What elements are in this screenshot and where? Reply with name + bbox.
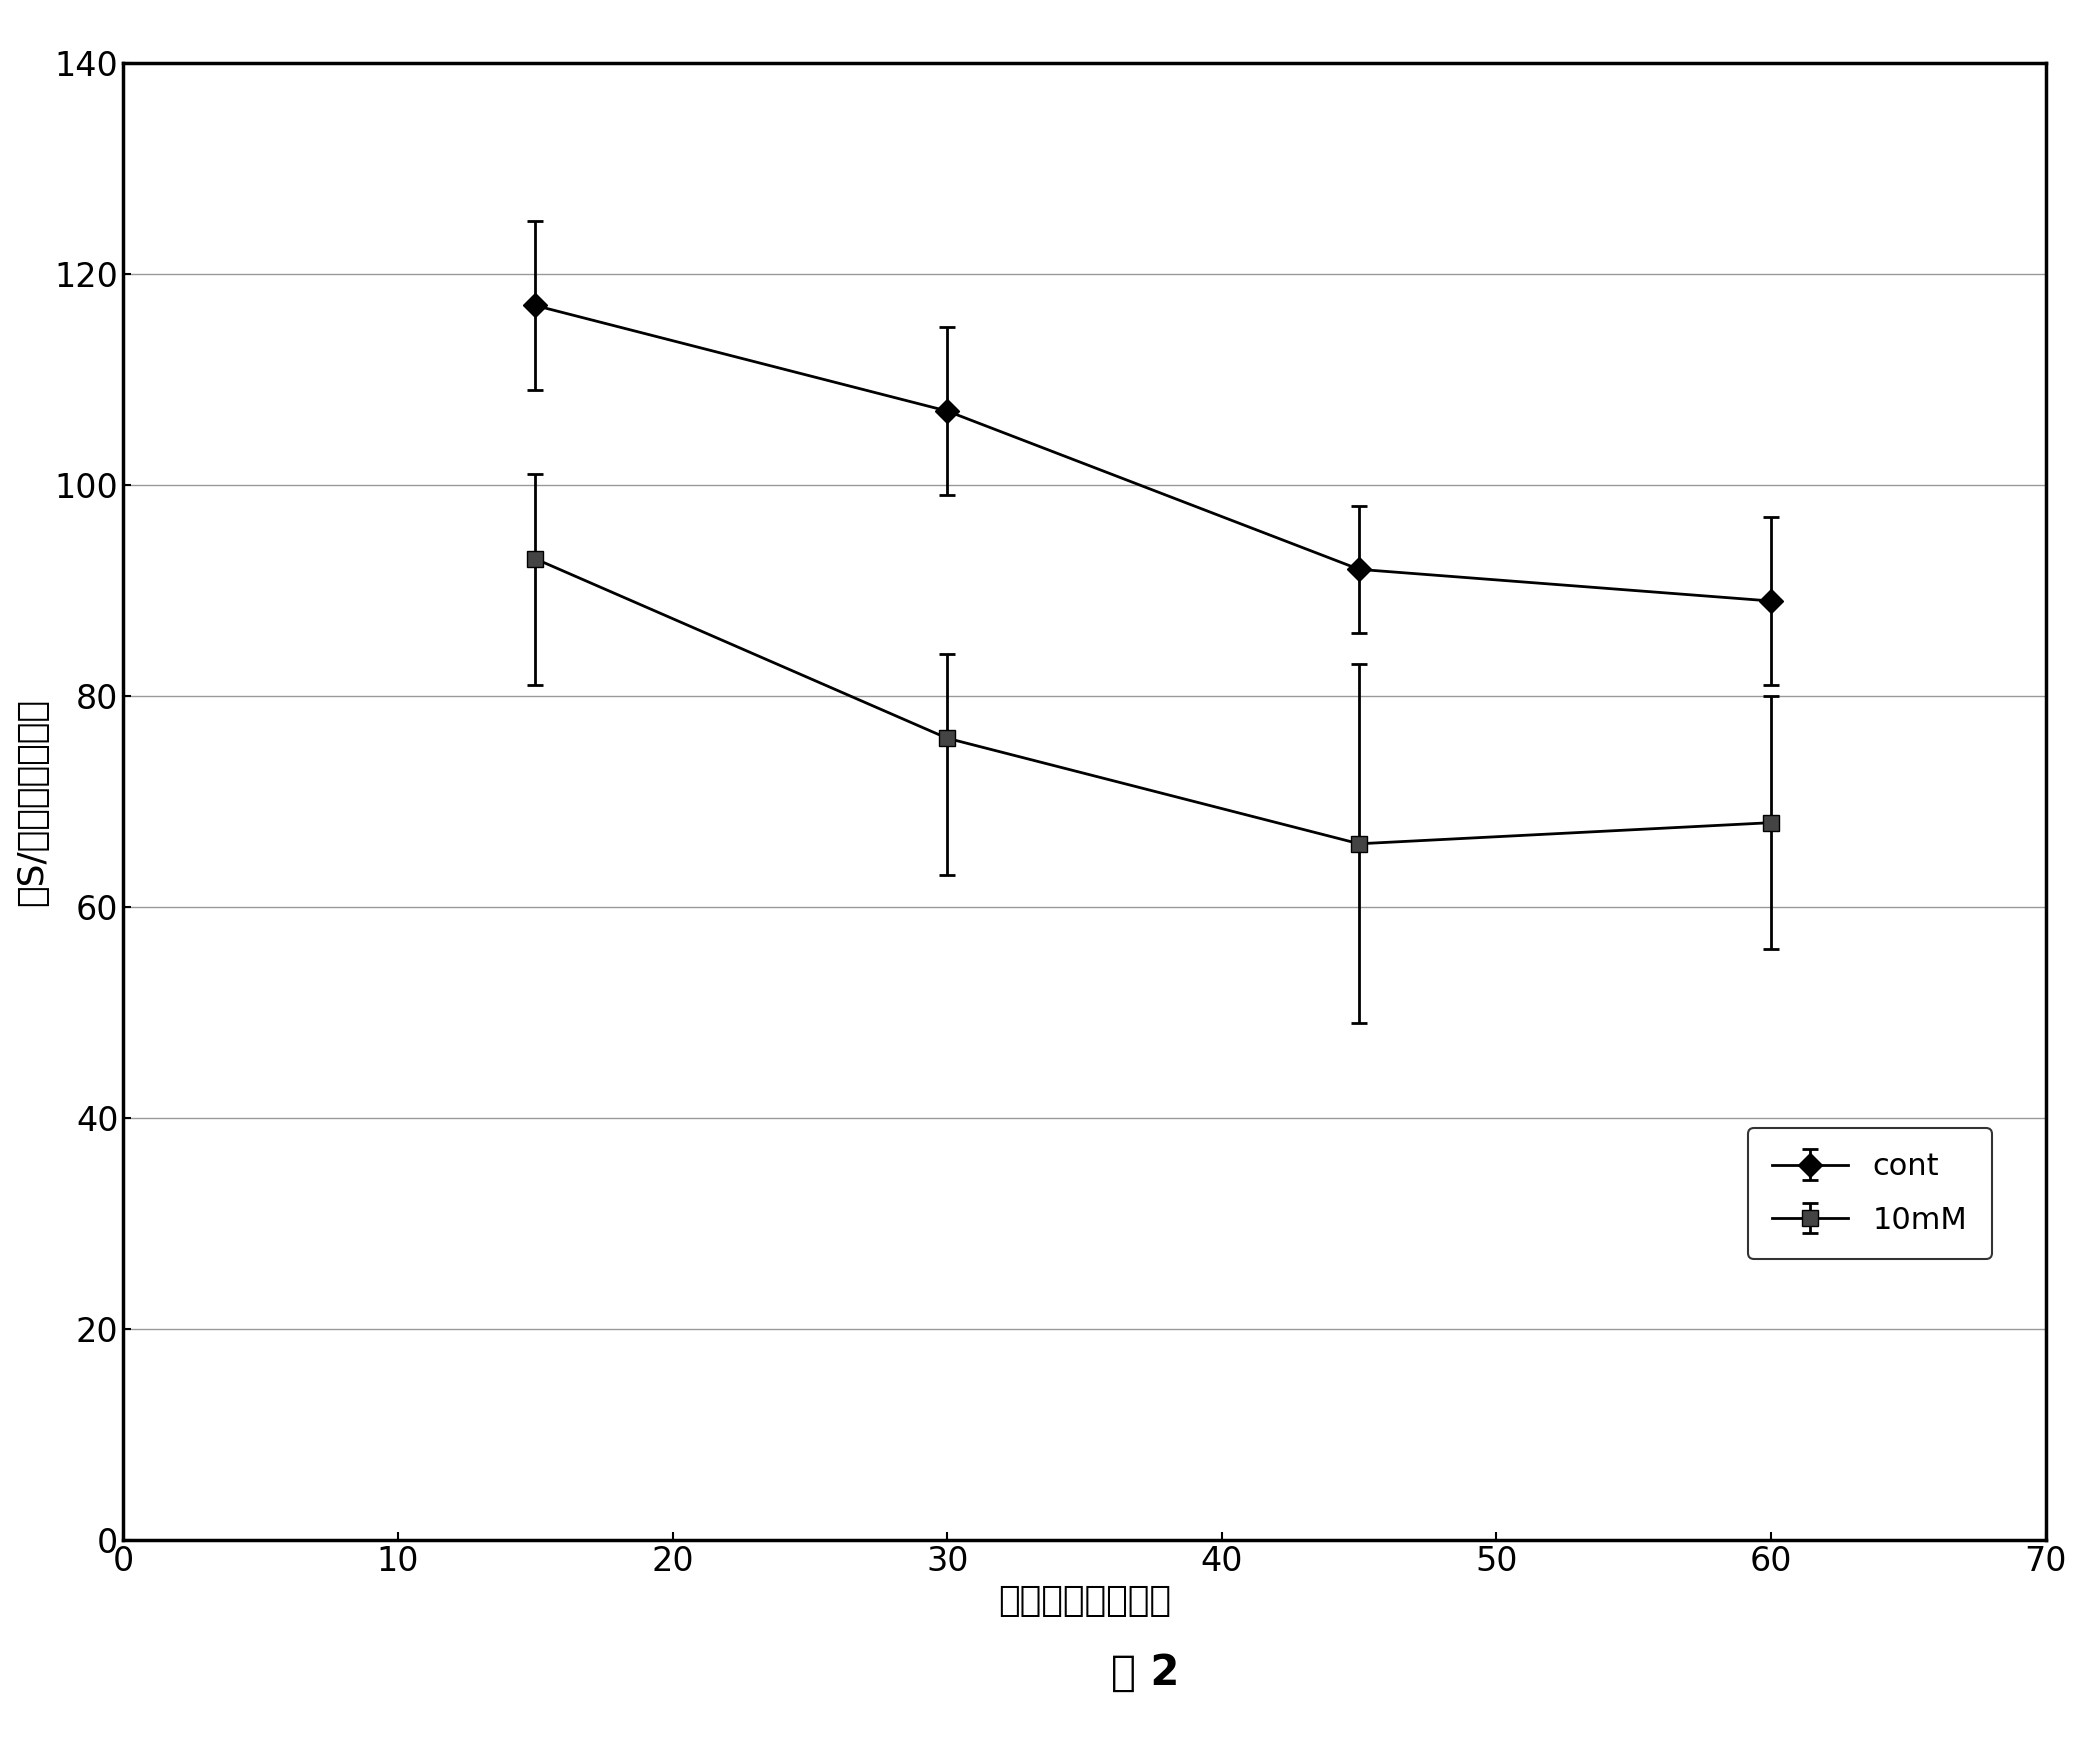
Text: 图 2: 图 2	[1112, 1652, 1178, 1694]
Legend: cont, 10mM: cont, 10mM	[1747, 1127, 1992, 1259]
X-axis label: 干燥时间（分钟）: 干燥时间（分钟）	[997, 1584, 1170, 1617]
Y-axis label: （S/ｎ）皮肤留居率: （S/ｎ）皮肤留居率	[15, 698, 50, 905]
